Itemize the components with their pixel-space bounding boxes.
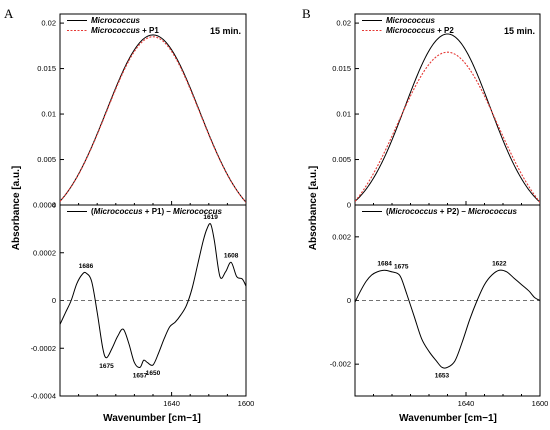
peak-label: 1653 bbox=[435, 372, 450, 379]
x-axis-title-left: Wavenumber [cm−1] bbox=[103, 413, 201, 424]
time-note: 15 min. bbox=[504, 26, 535, 36]
peak-label: 1675 bbox=[394, 263, 409, 270]
y-tick-label: 0.0002 bbox=[33, 248, 56, 257]
peak-label: 1657 bbox=[133, 372, 148, 379]
plot-b-difference: -0.002 0 0.002 1640 1600 (Micrococcus + P2) –… bbox=[330, 204, 549, 408]
peak-label: 1619 bbox=[203, 214, 218, 221]
y-tick-label: 0 bbox=[52, 296, 56, 305]
peak-label: 1650 bbox=[146, 370, 161, 377]
y-tick-label: 0 bbox=[347, 296, 351, 305]
peak-label: 1684 bbox=[377, 260, 392, 267]
y-tick-label: 0.005 bbox=[332, 155, 351, 164]
series-line-1 bbox=[355, 269, 540, 369]
y-tick-label: 0.02 bbox=[336, 19, 351, 28]
y-axis-title-right: Absorbance [a.u.] bbox=[308, 166, 319, 250]
y-tick-label: 0.01 bbox=[41, 110, 56, 119]
y-tick-label: 0 bbox=[347, 201, 351, 210]
legend-entry: (Micrococcus + P2) – Micrococcus bbox=[386, 207, 518, 216]
x-tick-label: 1600 bbox=[238, 399, 255, 408]
peak-label: 1675 bbox=[99, 363, 114, 370]
panel-label-b: B bbox=[302, 6, 311, 21]
y-tick-label: -0.002 bbox=[330, 360, 351, 369]
series-line-1 bbox=[60, 223, 246, 368]
legend-entry: Micrococcus + P1 bbox=[91, 26, 159, 35]
plot-a-difference: -0.0004 -0.0002 0 0.0002 0.0004 1640 1600 (Micr… bbox=[31, 201, 255, 409]
legend-entry: Micrococcus + P2 bbox=[386, 26, 454, 35]
panel-label-a: A bbox=[4, 6, 14, 21]
time-note: 15 min. bbox=[210, 26, 241, 36]
legend-entry: Micrococcus bbox=[386, 16, 435, 25]
y-tick-label: 0.015 bbox=[37, 64, 56, 73]
plot-b-absorbance: 0 0.005 0.01 0.015 0.02 MicrococcusMicrococcu… bbox=[332, 13, 541, 210]
y-tick-label: 0.005 bbox=[37, 155, 56, 164]
legend-entry: (Micrococcus + P1) – Micrococcus bbox=[91, 207, 223, 216]
y-tick-label: -0.0002 bbox=[31, 344, 56, 353]
y-tick-label: -0.0004 bbox=[31, 392, 56, 401]
x-tick-label: 1640 bbox=[163, 399, 180, 408]
plot-frame bbox=[354, 13, 541, 206]
x-axis-title-right: Wavenumber [cm−1] bbox=[399, 413, 497, 424]
series-line-1 bbox=[355, 33, 540, 203]
peak-label: 1686 bbox=[79, 263, 94, 270]
y-tick-label: 0.0004 bbox=[33, 201, 56, 210]
y-tick-label: 0.015 bbox=[332, 64, 351, 73]
y-tick-label: 0.02 bbox=[41, 19, 56, 28]
x-tick-label: 1600 bbox=[532, 399, 549, 408]
series-line-2 bbox=[355, 51, 540, 203]
series-line-1 bbox=[60, 34, 246, 203]
legend-entry: Micrococcus bbox=[91, 16, 140, 25]
series-line-2 bbox=[60, 36, 246, 203]
y-tick-label: 0.01 bbox=[336, 110, 351, 119]
plot-a-absorbance: 0 0.005 0.01 0.015 0.02 MicrococcusMicrococcu… bbox=[37, 13, 247, 210]
y-tick-label: 0 bbox=[52, 201, 56, 210]
peak-label: 1608 bbox=[224, 252, 239, 259]
plot-frame bbox=[59, 13, 247, 206]
y-tick-label: 0.002 bbox=[332, 232, 351, 241]
peak-label: 1622 bbox=[492, 260, 507, 267]
x-tick-label: 1640 bbox=[458, 399, 475, 408]
y-axis-title-left: Absorbance [a.u.] bbox=[11, 166, 22, 250]
